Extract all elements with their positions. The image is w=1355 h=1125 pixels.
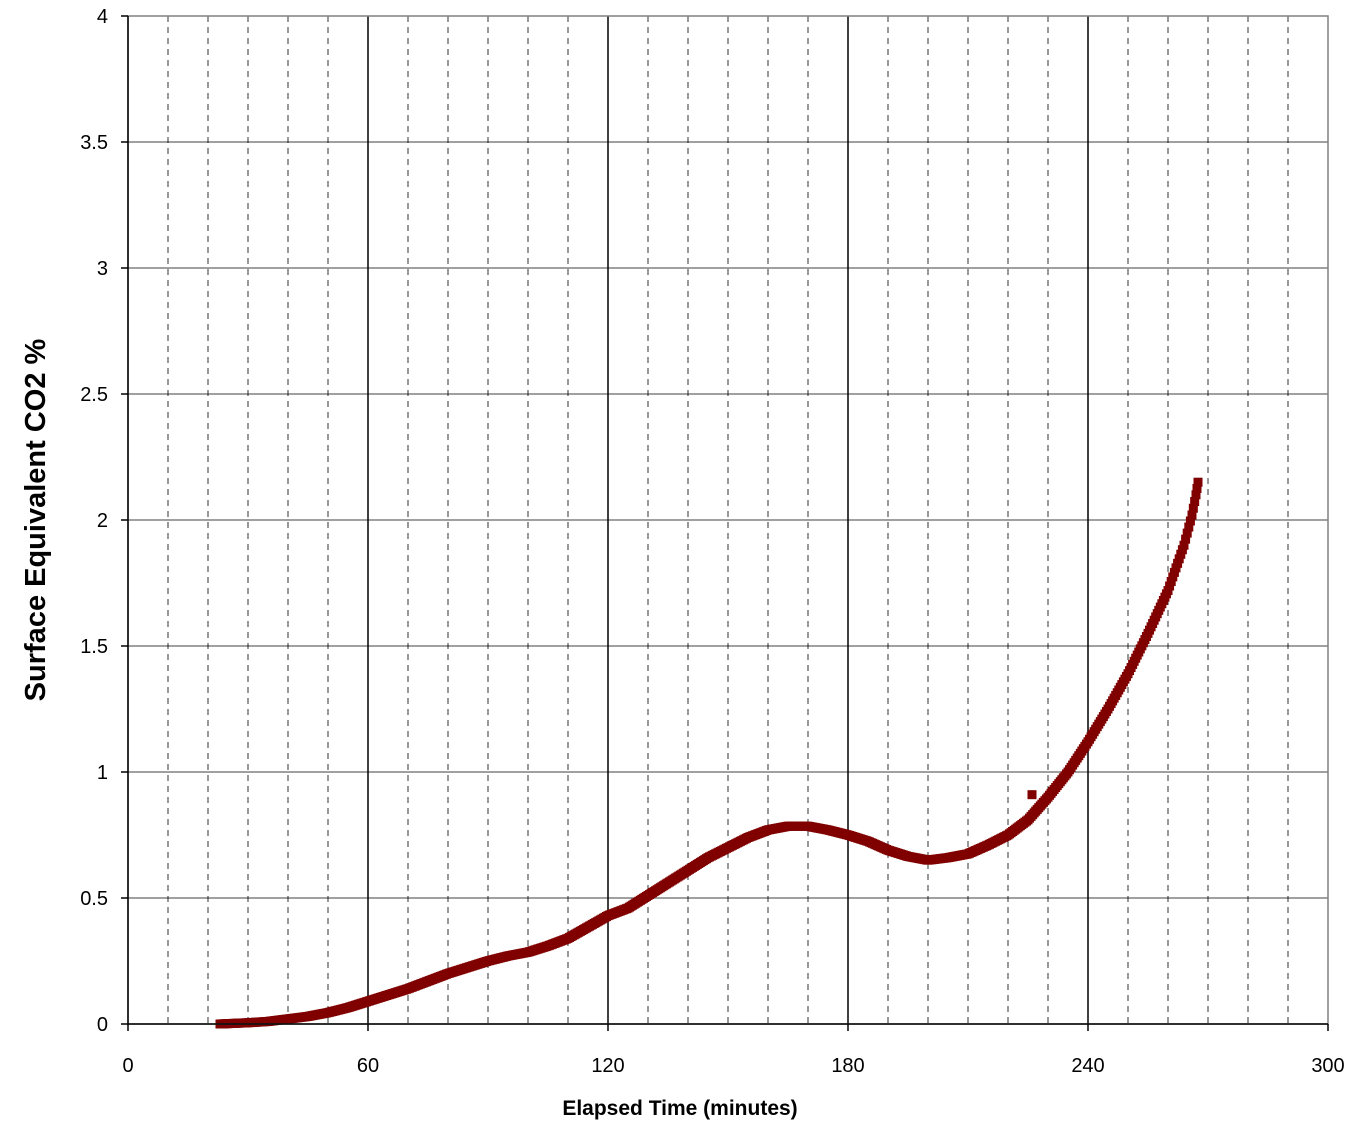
data-point <box>1163 586 1173 596</box>
axes <box>121 15 1329 1031</box>
data-point <box>1188 503 1198 513</box>
x-tick-label: 60 <box>357 1055 379 1077</box>
data-point <box>1177 545 1187 555</box>
data-point <box>1190 497 1200 507</box>
data-point <box>1192 484 1202 493</box>
data-point <box>1171 563 1181 573</box>
data-point <box>1185 516 1195 526</box>
data-point <box>1193 477 1203 487</box>
data-point <box>1184 522 1194 532</box>
data-point <box>1181 534 1191 544</box>
data-point <box>1176 549 1186 559</box>
data-point <box>1168 572 1178 582</box>
data-point <box>1187 510 1197 520</box>
y-axis-label: Surface Equivalent CO2 % <box>20 338 52 701</box>
data-point <box>1191 490 1201 500</box>
y-tick-label: 0 <box>97 1014 108 1036</box>
y-tick-label: 2 <box>97 510 108 532</box>
data-point <box>1166 576 1176 586</box>
tick-labels: 0 60 120 180 240 300 0 0.5 1 1.5 2 2.5 3 3.5 4 <box>80 6 1345 1077</box>
x-axis-label: Elapsed Time (minutes) <box>562 1097 797 1120</box>
y-tick-label: 2.5 <box>80 384 108 406</box>
y-tick-label: 1 <box>97 762 108 784</box>
y-tick-label: 3 <box>97 258 108 280</box>
data-point <box>1169 567 1179 577</box>
y-tick-label: 3.5 <box>80 132 108 154</box>
data-point <box>1179 540 1189 550</box>
x-tick-label: 120 <box>591 1055 624 1077</box>
x-tick-label: 300 <box>1311 1055 1344 1077</box>
data-point <box>1174 554 1184 564</box>
y-tick-label: 4 <box>97 6 108 28</box>
x-tick-label: 240 <box>1071 1055 1104 1077</box>
x-tick-label: 180 <box>831 1055 864 1077</box>
y-tick-label: 0.5 <box>80 888 108 910</box>
co2-series <box>215 477 1203 1029</box>
data-point <box>1165 581 1175 591</box>
grid <box>128 15 1328 1024</box>
outlier-point <box>1027 790 1037 800</box>
data-point <box>1182 528 1192 538</box>
x-tick-label: 0 <box>122 1055 133 1077</box>
y-tick-label: 1.5 <box>80 636 108 658</box>
data-point <box>1173 558 1183 568</box>
